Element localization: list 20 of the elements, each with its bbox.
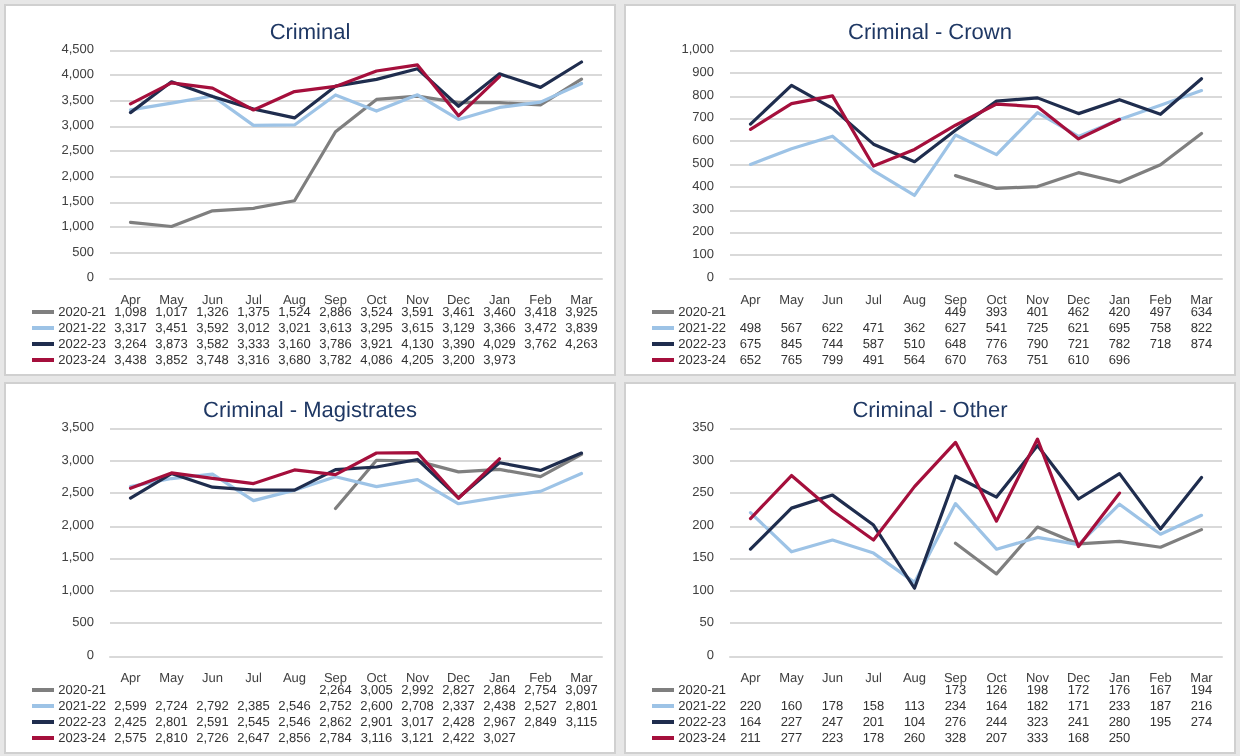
line-series [128, 451, 584, 500]
chart-title: Criminal [269, 21, 351, 45]
line-series [748, 437, 1122, 549]
line-series [128, 471, 584, 506]
line-series [748, 77, 1204, 164]
line-series [128, 60, 584, 120]
line-series [128, 81, 584, 127]
line-series [953, 131, 1204, 190]
line-series [953, 525, 1204, 576]
line-series [748, 443, 1204, 590]
chart-title: Criminal - Crown [848, 21, 1012, 45]
chart-title: Criminal - Other [852, 399, 1009, 423]
line-series [748, 94, 1122, 168]
line-series [128, 63, 502, 118]
chart-title: Criminal - Magistrates [203, 399, 418, 423]
line-series [748, 88, 1204, 198]
line-series [128, 77, 584, 229]
line-series [333, 452, 584, 511]
line-series [748, 501, 1204, 584]
line-series [128, 451, 502, 500]
